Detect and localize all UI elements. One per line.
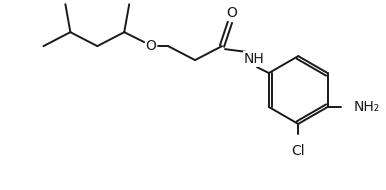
- Text: Cl: Cl: [291, 144, 305, 158]
- Text: O: O: [146, 39, 157, 53]
- Text: NH: NH: [244, 52, 264, 66]
- Text: NH₂: NH₂: [354, 100, 380, 114]
- Text: O: O: [227, 6, 237, 20]
